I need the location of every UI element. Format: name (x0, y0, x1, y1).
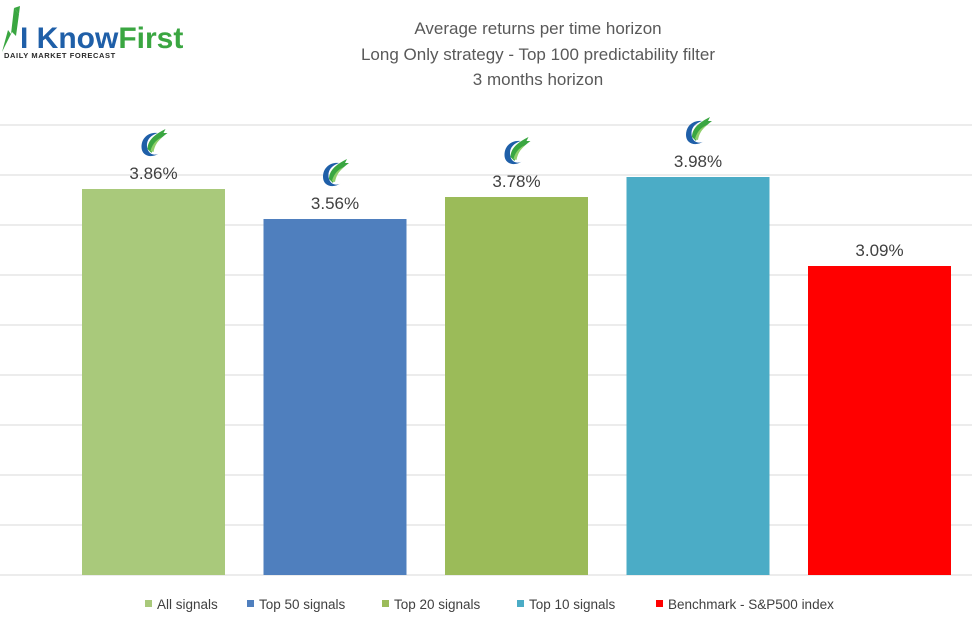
logo-tagline: DAILY MARKET FORECAST (4, 51, 116, 60)
bars (82, 177, 951, 575)
marker-icons (141, 117, 712, 187)
swoosh-icon (323, 159, 349, 187)
data-label-3: 3.78% (492, 172, 540, 191)
logo-brand-suffix: First (118, 22, 183, 55)
data-label-1: 3.86% (129, 164, 177, 183)
legend-label-2: Top 50 signals (259, 597, 346, 612)
data-label-4: 3.98% (674, 152, 722, 171)
data-labels: 3.86% 3.56% 3.78% 3.98% 3.09% (129, 152, 903, 260)
legend-swatch-5 (656, 600, 663, 607)
data-label-2: 3.56% (311, 194, 359, 213)
legend-label-1: All signals (157, 597, 218, 612)
title-line-3: 3 months horizon (473, 70, 603, 89)
bar-4 (626, 177, 770, 575)
legend-label-4: Top 10 signals (529, 597, 616, 612)
bar-1 (82, 189, 225, 575)
swoosh-icon (141, 129, 168, 157)
legend-swatch-4 (517, 600, 524, 607)
chart-title: Average returns per time horizon Long On… (361, 19, 715, 89)
legend-swatch-3 (382, 600, 389, 607)
iknowfirst-logo: I KnowFirst DAILY MARKET FORECAST (2, 6, 183, 60)
swoosh-icon (504, 137, 531, 165)
data-label-5: 3.09% (855, 241, 903, 260)
logo-brand-prefix: I Know (20, 22, 119, 55)
legend-label-5: Benchmark - S&P500 index (668, 597, 834, 612)
legend: All signals Top 50 signals Top 20 signals T… (145, 597, 834, 612)
title-line-2: Long Only strategy - Top 100 predictabil… (361, 45, 715, 64)
svg-text:I KnowFirst: I KnowFirst (20, 22, 183, 55)
legend-swatch-2 (247, 600, 254, 607)
title-line-1: Average returns per time horizon (414, 19, 661, 38)
bar-3 (445, 197, 588, 575)
legend-label-3: Top 20 signals (394, 597, 481, 612)
bar-2 (263, 219, 407, 575)
legend-swatch-1 (145, 600, 152, 607)
swoosh-icon (686, 117, 712, 145)
bar-5 (808, 266, 951, 575)
logo-arrow-icon (2, 6, 20, 52)
